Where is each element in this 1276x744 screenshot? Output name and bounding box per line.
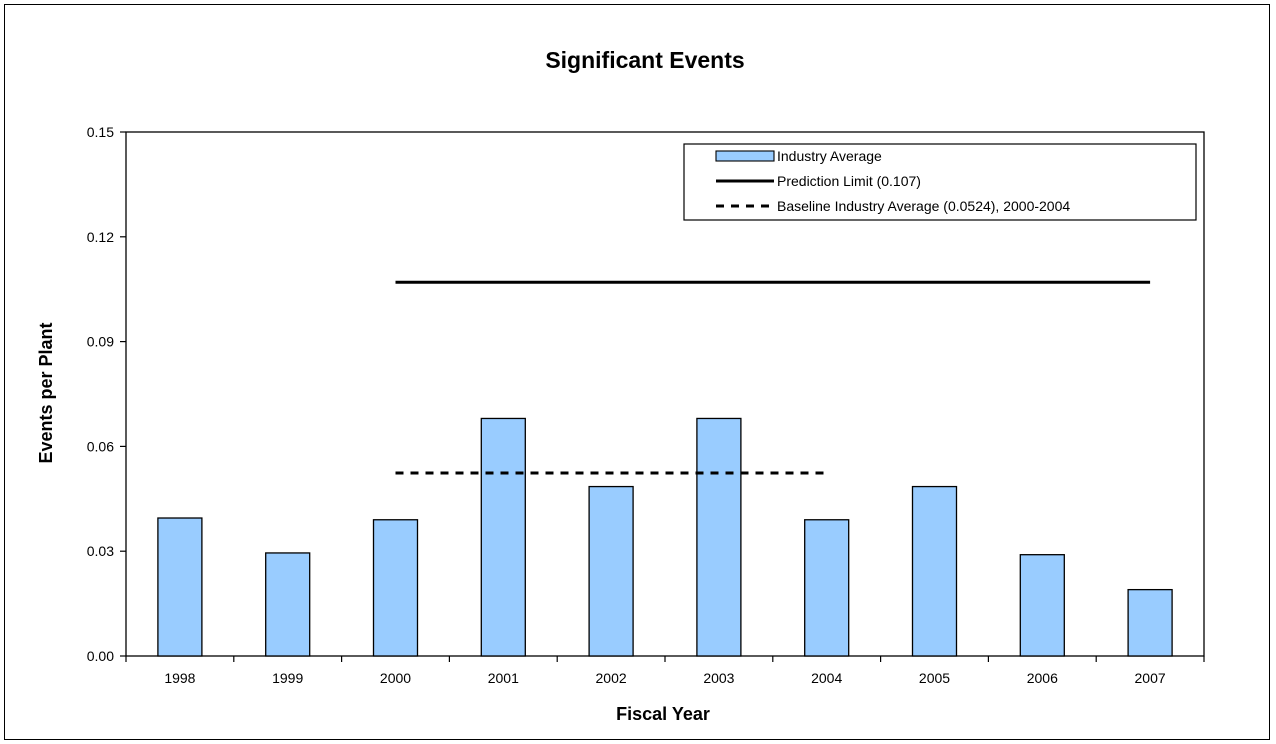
x-tick-label: 2002 [596,670,627,686]
x-tick-label: 2006 [1027,670,1058,686]
bar [696,417,742,657]
legend-label: Prediction Limit (0.107) [777,173,921,189]
x-tick-label: 1998 [164,670,195,686]
x-tick-label: 2004 [811,670,842,686]
x-tick-label: 2000 [380,670,411,686]
bar [265,552,311,657]
legend-label: Baseline Industry Average (0.0524), 2000… [777,198,1070,214]
legend-swatch-bar [715,150,775,162]
x-tick-label: 2007 [1135,670,1166,686]
bar [911,485,958,657]
x-tick-label: 2005 [919,670,950,686]
y-tick-label: 0.03 [87,543,114,559]
legend: Industry Average Prediction Limit (0.107)… [683,143,1197,221]
x-tick-label: 1999 [272,670,303,686]
x-tick-label: 2001 [488,670,519,686]
legend-label: Industry Average [777,148,882,164]
y-tick-label: 0.15 [87,124,114,140]
y-tick-label: 0.06 [87,438,114,454]
x-axis-title: Fiscal Year [616,704,710,724]
bar [1127,588,1173,657]
bar [372,519,419,657]
y-tick-label: 0.12 [87,229,114,245]
bar [1019,554,1065,657]
plot-layer: 0.00 0.03 0.06 0.09 0.12 0.15 1998 1999 2000 2001… [87,124,1205,686]
bar [480,417,526,657]
chart-title: Significant Events [545,47,744,73]
y-tick-label: 0.09 [87,334,114,350]
y-axis-title: Events per Plant [36,322,56,463]
bar [588,485,634,657]
x-tick-label: 2003 [703,670,734,686]
bar [804,519,850,657]
y-tick-label: 0.00 [87,648,114,664]
bar [157,517,203,657]
